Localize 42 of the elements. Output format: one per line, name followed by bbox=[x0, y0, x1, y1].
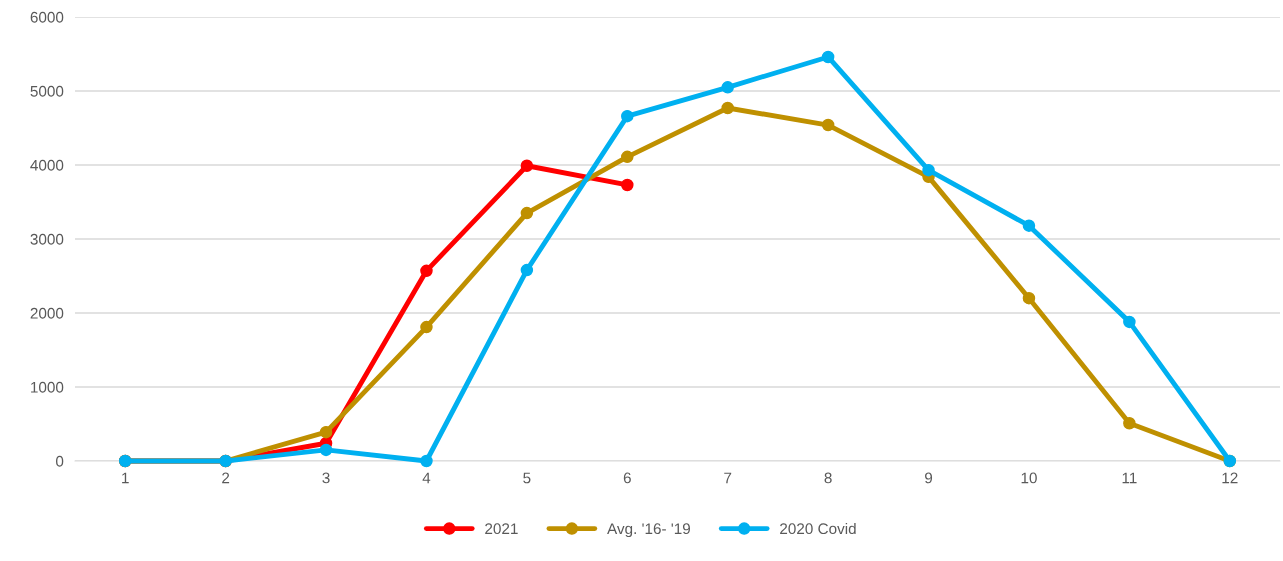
point bbox=[520, 206, 534, 220]
point bbox=[319, 443, 333, 457]
x-tick-label: 7 bbox=[724, 472, 732, 484]
x-tick-label: 9 bbox=[925, 472, 933, 484]
point bbox=[621, 109, 634, 123]
point bbox=[1123, 315, 1136, 329]
y-tick-label: 2000 bbox=[30, 307, 64, 319]
legend-label: 2021 bbox=[485, 523, 518, 535]
legend-label: Avg. '16- '19 bbox=[607, 523, 690, 538]
point bbox=[1022, 291, 1036, 305]
point bbox=[1123, 417, 1136, 430]
legend-label: 2020 Covid bbox=[780, 522, 856, 535]
point bbox=[721, 81, 734, 94]
y-tick-label: 1000 bbox=[31, 381, 64, 393]
x-tick-label: 11 bbox=[1122, 472, 1137, 484]
point bbox=[420, 264, 433, 278]
x-tick-label: 8 bbox=[824, 472, 832, 484]
point bbox=[319, 425, 333, 439]
point bbox=[621, 178, 634, 192]
point bbox=[821, 50, 835, 64]
x-tick-label: 12 bbox=[1222, 472, 1238, 484]
point bbox=[621, 150, 634, 164]
point bbox=[520, 159, 534, 172]
y-tick-label: 3000 bbox=[30, 233, 64, 245]
x-tick-label: 1 bbox=[122, 472, 129, 484]
y-tick-label: 4000 bbox=[30, 159, 64, 171]
y-tick-label: 0 bbox=[55, 455, 64, 467]
y-tick-label: 5000 bbox=[30, 85, 64, 97]
x-tick-label: 2 bbox=[222, 472, 230, 484]
x-tick-label: 6 bbox=[623, 472, 631, 484]
point bbox=[922, 163, 935, 177]
x-tick-label: 4 bbox=[422, 472, 431, 484]
x-tick-label: 10 bbox=[1021, 472, 1037, 484]
point bbox=[821, 118, 835, 132]
point bbox=[721, 101, 734, 115]
point bbox=[1022, 219, 1036, 232]
x-tick-label: 5 bbox=[523, 472, 531, 484]
point bbox=[520, 263, 534, 277]
x-tick-label: 3 bbox=[322, 472, 330, 484]
point bbox=[420, 320, 433, 334]
y-tick-label: 6000 bbox=[30, 11, 64, 23]
point bbox=[420, 454, 433, 468]
